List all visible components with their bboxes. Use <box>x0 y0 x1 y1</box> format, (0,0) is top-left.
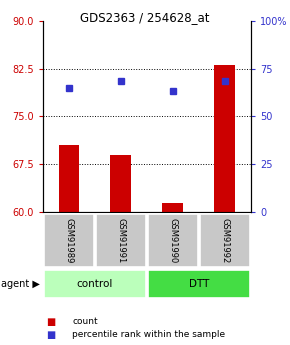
Text: GSM91990: GSM91990 <box>168 218 177 263</box>
Text: DTT: DTT <box>189 279 209 289</box>
Bar <box>59 145 79 212</box>
Text: count: count <box>72 317 98 326</box>
Bar <box>110 155 131 212</box>
Text: GSM91991: GSM91991 <box>116 218 125 263</box>
Text: GSM91989: GSM91989 <box>64 218 73 263</box>
Bar <box>162 203 183 212</box>
Text: GSM91992: GSM91992 <box>220 218 229 263</box>
Text: agent ▶: agent ▶ <box>1 279 40 289</box>
Text: percentile rank within the sample: percentile rank within the sample <box>72 330 226 339</box>
Text: ■: ■ <box>46 317 56 326</box>
Text: GDS2363 / 254628_at: GDS2363 / 254628_at <box>80 11 210 24</box>
Text: ■: ■ <box>46 330 56 339</box>
Text: control: control <box>77 279 113 289</box>
Bar <box>215 66 235 212</box>
